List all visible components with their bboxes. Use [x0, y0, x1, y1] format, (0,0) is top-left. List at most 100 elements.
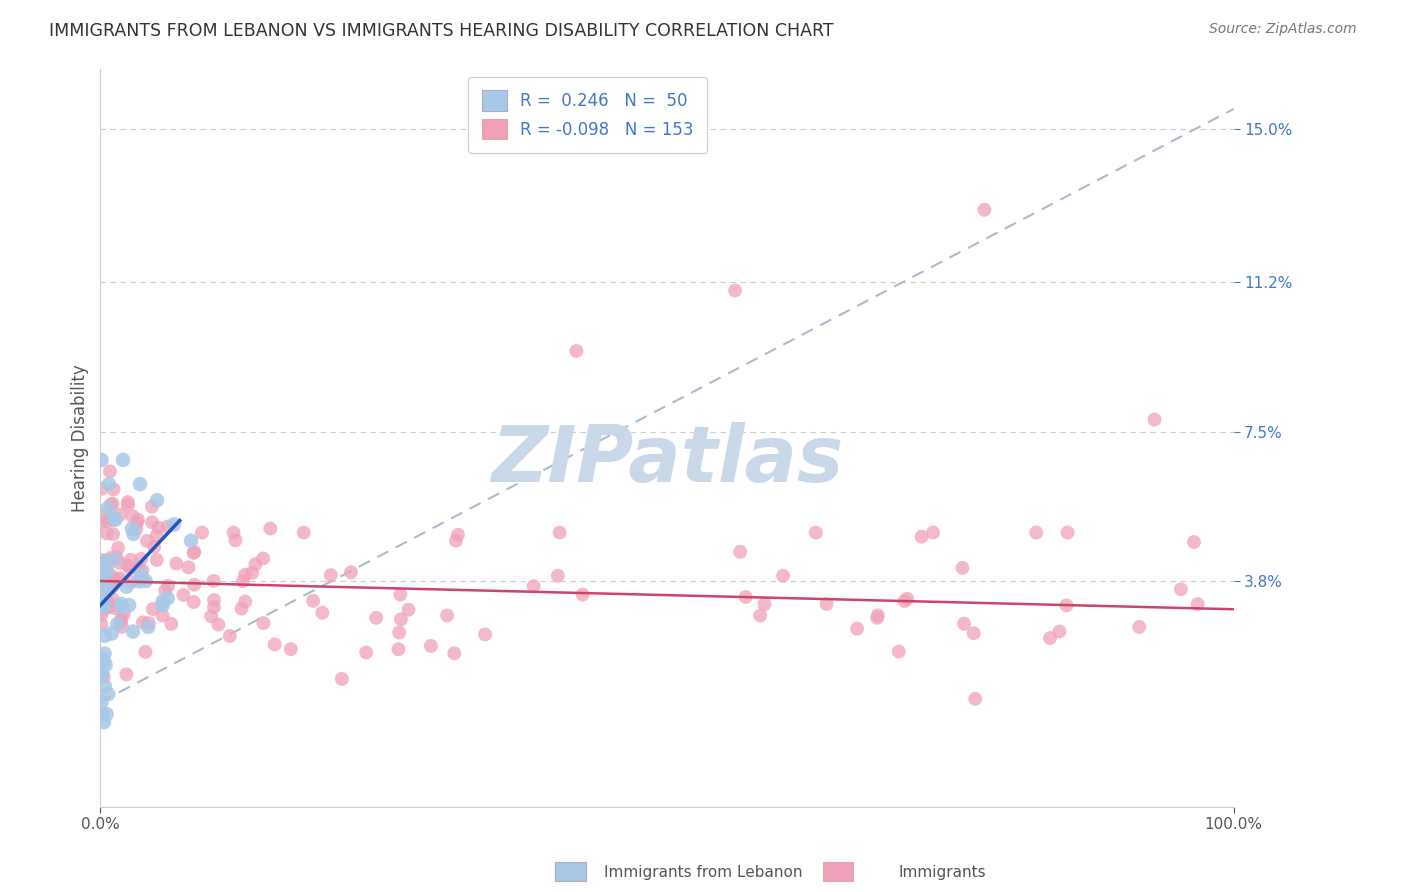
Point	[134, 645, 156, 659]
Point	[1187, 597, 1209, 611]
Point	[101, 527, 124, 541]
Point	[121, 574, 143, 589]
Point	[156, 591, 179, 606]
Point	[91, 599, 114, 614]
Point	[571, 588, 593, 602]
Point	[117, 558, 139, 573]
Point	[94, 658, 117, 673]
Point	[127, 513, 149, 527]
Point	[110, 611, 132, 625]
Point	[523, 579, 546, 593]
Point	[263, 637, 285, 651]
Point	[202, 600, 225, 615]
Point	[218, 629, 240, 643]
Point	[98, 600, 121, 615]
Point	[142, 602, 165, 616]
Point	[131, 551, 153, 566]
Point	[436, 608, 458, 623]
Point	[160, 616, 183, 631]
Point	[96, 515, 118, 529]
Point	[866, 608, 889, 623]
Point	[93, 553, 115, 567]
Point	[922, 525, 945, 540]
Point	[754, 597, 776, 611]
Point	[388, 625, 411, 640]
Point	[846, 622, 869, 636]
Point	[202, 593, 225, 607]
Point	[110, 615, 132, 629]
Point	[101, 497, 124, 511]
Point	[93, 554, 115, 568]
Point	[115, 580, 138, 594]
Point	[90, 482, 112, 496]
Point	[105, 550, 128, 565]
Point	[398, 603, 420, 617]
Point	[93, 670, 115, 684]
Point	[127, 516, 149, 530]
Point	[231, 601, 253, 615]
Point	[118, 598, 141, 612]
Point	[98, 582, 121, 597]
Point	[107, 573, 129, 587]
Point	[953, 616, 976, 631]
Point	[93, 600, 115, 615]
Point	[138, 616, 160, 631]
Point	[96, 564, 118, 578]
Point	[202, 574, 225, 588]
Point	[98, 464, 121, 478]
Point	[804, 525, 827, 540]
Point	[252, 616, 274, 631]
Point	[1170, 582, 1192, 597]
Point	[259, 522, 281, 536]
Point	[97, 501, 120, 516]
Point	[111, 600, 134, 615]
Point	[93, 647, 115, 661]
Point	[973, 202, 995, 217]
Point	[111, 620, 134, 634]
Point	[1182, 535, 1205, 549]
Point	[118, 561, 141, 575]
Point	[96, 526, 118, 541]
Point	[565, 343, 588, 358]
Point	[122, 527, 145, 541]
Point	[952, 561, 974, 575]
Point	[136, 620, 159, 634]
Point	[311, 606, 333, 620]
Point	[815, 597, 838, 611]
Point	[749, 608, 772, 623]
Point	[110, 508, 132, 522]
Point	[232, 574, 254, 589]
Point	[148, 520, 170, 534]
Point	[90, 666, 112, 681]
Point	[104, 601, 127, 615]
Point	[474, 627, 496, 641]
Text: Source: ZipAtlas.com: Source: ZipAtlas.com	[1209, 22, 1357, 37]
Point	[111, 453, 134, 467]
Point	[103, 483, 125, 497]
Point	[121, 509, 143, 524]
Point	[122, 624, 145, 639]
Text: IMMIGRANTS FROM LEBANON VS IMMIGRANTS HEARING DISABILITY CORRELATION CHART: IMMIGRANTS FROM LEBANON VS IMMIGRANTS HE…	[49, 22, 834, 40]
Point	[96, 565, 118, 579]
Point	[172, 588, 194, 602]
Point	[191, 525, 214, 540]
Point	[163, 517, 186, 532]
Point	[177, 560, 200, 574]
Point	[146, 553, 169, 567]
Point	[112, 607, 135, 621]
Point	[101, 591, 124, 606]
Point	[93, 598, 115, 612]
Point	[366, 611, 388, 625]
Point	[222, 525, 245, 540]
Point	[128, 561, 150, 575]
Point	[93, 592, 115, 607]
Point	[90, 453, 112, 467]
Point	[115, 667, 138, 681]
Point	[200, 609, 222, 624]
Point	[734, 590, 756, 604]
Y-axis label: Hearing Disability: Hearing Disability	[72, 364, 89, 512]
Point	[135, 533, 157, 548]
Point	[108, 571, 131, 585]
Point	[1025, 525, 1047, 540]
Point	[183, 578, 205, 592]
